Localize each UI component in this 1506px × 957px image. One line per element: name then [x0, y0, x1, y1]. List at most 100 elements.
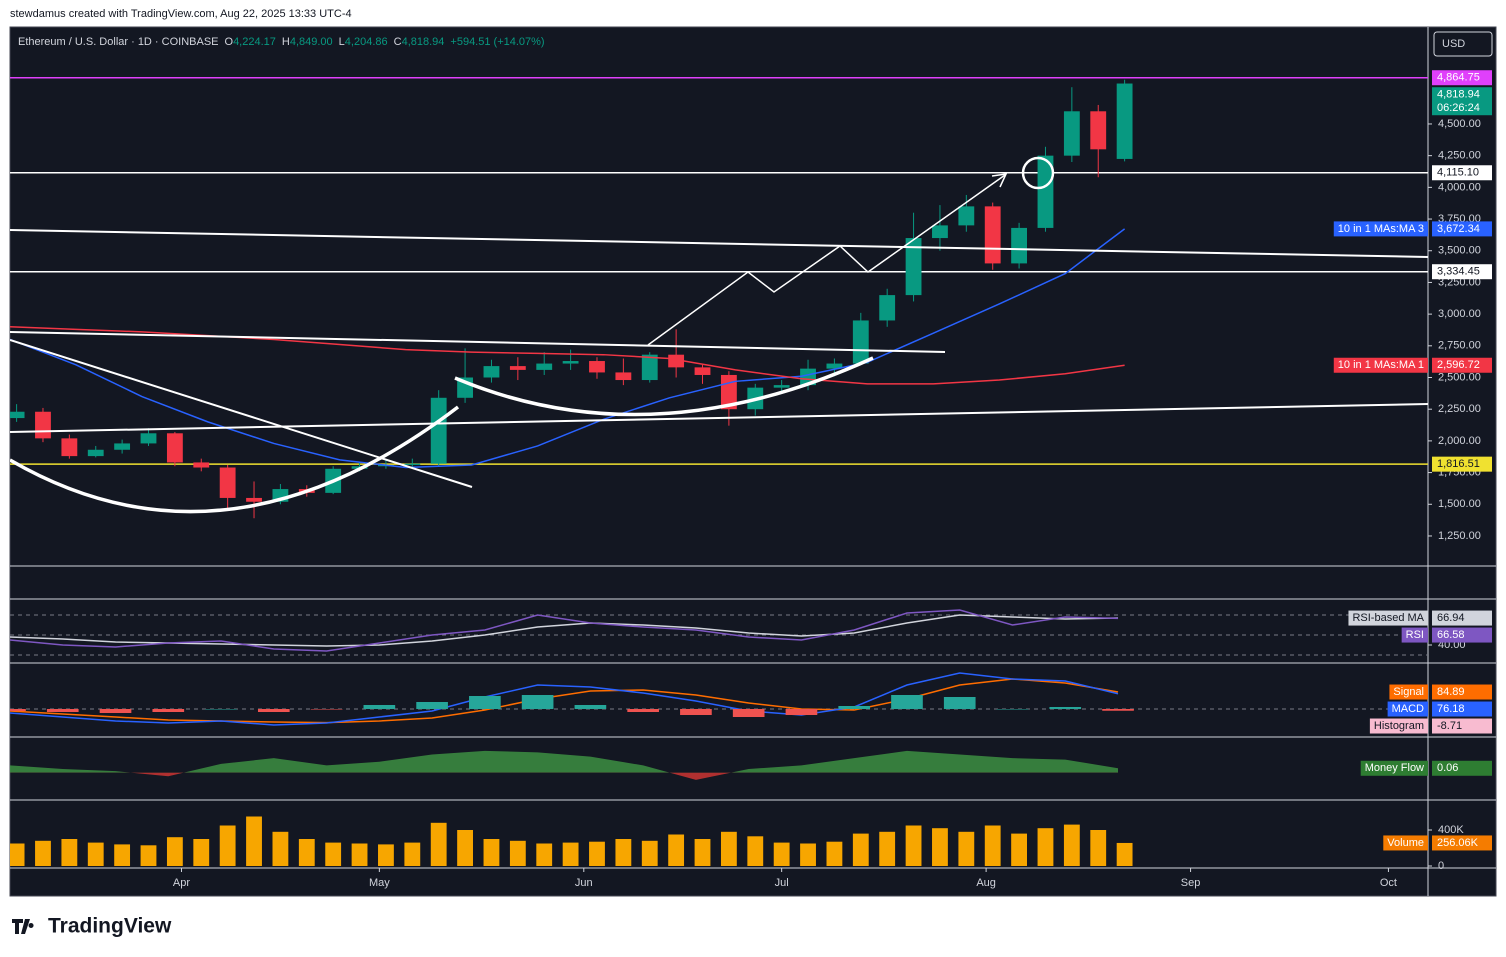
price-label-box [1432, 718, 1492, 734]
price-label-box [1432, 264, 1492, 280]
series-name-label: 10 in 1 MAs:MA 3 [1338, 223, 1424, 235]
series-name-label: RSI [1406, 629, 1424, 641]
series-name-box [1348, 610, 1428, 626]
price-label: 3,334.45 [1437, 266, 1480, 278]
candle-body [1090, 111, 1107, 150]
volume-bar [826, 841, 843, 866]
candle-body [1037, 155, 1054, 228]
volume-bar [246, 816, 262, 866]
series-name-label: 10 in 1 MAs:MA 1 [1338, 359, 1424, 371]
candle-body [219, 467, 236, 498]
volume-bar [984, 825, 1001, 866]
countdown-label: 06:26:24 [1437, 102, 1480, 114]
price-label-box [1432, 760, 1492, 776]
series-name-label: Volume [1387, 837, 1424, 849]
series-name-box [1387, 701, 1428, 717]
currency-label[interactable]: USD [1442, 38, 1465, 50]
histogram-bar [469, 696, 501, 709]
candle-body [87, 449, 104, 457]
candle-body [958, 206, 975, 226]
price-label: 2,596.72 [1437, 359, 1480, 371]
cup-arc [10, 405, 460, 514]
series-name-box [1369, 718, 1428, 734]
x-tick-label: Jun [575, 877, 593, 889]
y-tick-label: 4,000.00 [1438, 181, 1481, 193]
candle-body [879, 295, 896, 321]
volume-bar [879, 831, 896, 866]
price-label: 1,816.51 [1437, 458, 1480, 470]
volume-bar [589, 841, 605, 866]
brand-logo [12, 919, 34, 934]
projection-arrow [647, 174, 1006, 346]
candle-body [562, 361, 579, 364]
price-label: 3,672.34 [1437, 223, 1480, 235]
histogram-bar [10, 709, 26, 711]
series-name-label: RSI-based MA [1352, 612, 1424, 624]
candle-body [1116, 83, 1133, 159]
series-line [10, 672, 1119, 726]
highlight-circle [1021, 156, 1055, 190]
price-label: 4,115.10 [1437, 167, 1479, 179]
legend-value: 4,224.17 [233, 36, 276, 48]
candle-body [509, 366, 526, 370]
y-tick-label: 400K [1438, 824, 1464, 836]
candle-body [166, 433, 183, 463]
histogram-bar [1102, 709, 1134, 711]
candle-body [905, 238, 922, 296]
price-label: 4,818.94 [1437, 89, 1480, 101]
histogram-bar [521, 695, 554, 709]
pane-separators [10, 27, 1496, 896]
histogram-bar [46, 709, 79, 712]
candle-body [641, 354, 658, 381]
histogram-bar [574, 705, 607, 709]
price-label-box [1432, 627, 1492, 643]
price-label: 4,864.75 [1437, 72, 1480, 84]
volume-bar [1116, 842, 1133, 866]
volume-bar [1011, 833, 1028, 866]
candle-body [984, 206, 1001, 264]
credit-line: stewdamus created with TradingView.com, … [10, 8, 352, 20]
price-label-box [1432, 684, 1492, 700]
y-tick-label: 4,500.00 [1438, 118, 1481, 130]
brand: TradingView [12, 915, 172, 938]
histogram-bar [1049, 707, 1082, 709]
volume-bar [562, 842, 579, 866]
histogram-bar [785, 709, 818, 715]
series-line [10, 678, 1119, 724]
y-tick-label: 1,250.00 [1438, 530, 1481, 542]
volume-bar [641, 840, 658, 866]
volume-bar [800, 843, 816, 866]
histogram-bar [943, 697, 976, 709]
candle-body [668, 354, 685, 368]
price-label-box [1432, 456, 1492, 472]
series-name-label: Histogram [1374, 720, 1424, 732]
series-name-label: Money Flow [1365, 762, 1424, 774]
histogram-bar [99, 709, 132, 713]
candle-body [193, 462, 210, 468]
histogram-bar [205, 709, 237, 710]
candle-body [246, 497, 262, 502]
x-tick-label: Aug [976, 877, 996, 889]
series-name-label: MACD [1392, 703, 1424, 715]
y-tick-label: 3,500.00 [1438, 245, 1481, 257]
currency-button[interactable] [1433, 31, 1493, 57]
x-tick-label: Sep [1181, 877, 1201, 889]
volume-bar [747, 836, 764, 866]
y-tick-label: 3,250.00 [1438, 276, 1481, 288]
legend-key: L [339, 36, 345, 48]
price-label-box [1432, 357, 1492, 373]
candle-body [61, 438, 78, 457]
chart-frame [9, 26, 1497, 897]
volume-bar [615, 839, 632, 866]
candle-body [430, 397, 447, 464]
y-tick-label: 2,250.00 [1438, 403, 1481, 415]
y-tick-label: 1,500.00 [1438, 498, 1481, 510]
legend-value: 4,204.86 [345, 36, 388, 48]
histogram-bar [680, 709, 712, 715]
legend-value: 4,849.00 [290, 36, 333, 48]
volume-bar [1090, 830, 1107, 866]
volume-bar [114, 844, 131, 866]
volume-bar [404, 842, 421, 866]
volume-bar [457, 830, 473, 866]
